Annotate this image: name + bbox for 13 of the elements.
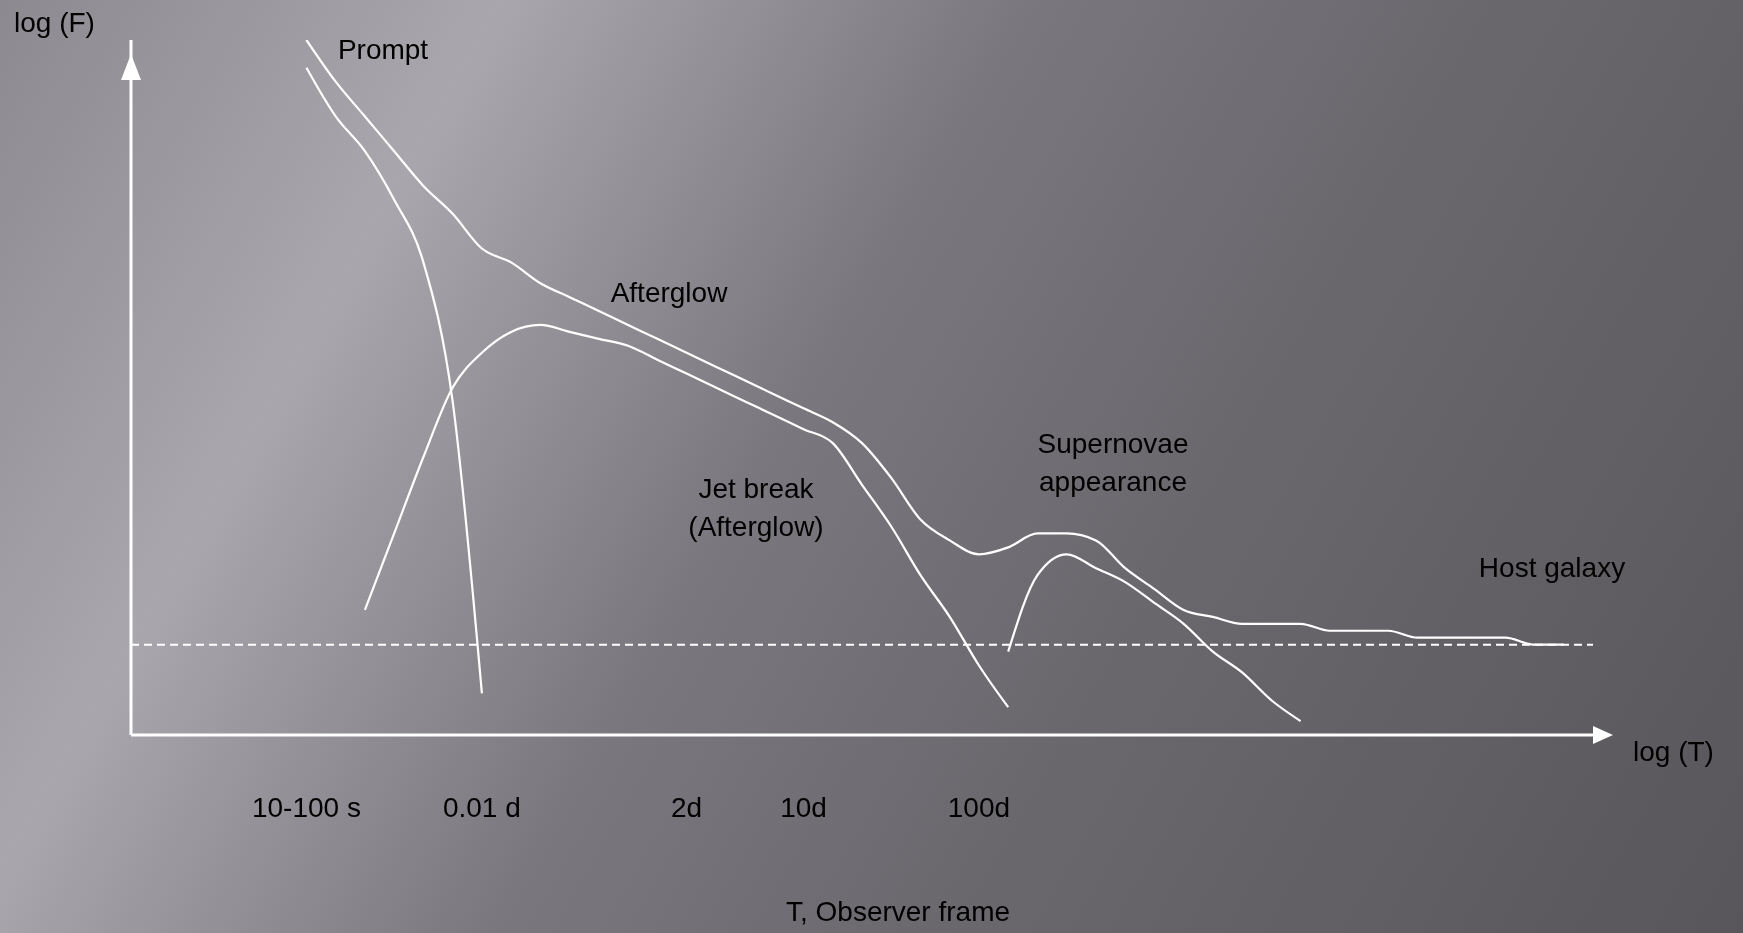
x-tick-label: 10-100 s <box>251 792 361 823</box>
x-tick-label: 10d <box>780 792 827 823</box>
annotation: Jet break (Afterglow) <box>688 473 824 543</box>
annotation: Supernovae appearance <box>1037 428 1189 498</box>
x-tick-label: 2d <box>670 792 703 823</box>
ref-line-label: Host galaxy <box>1478 551 1626 583</box>
annotation: Afterglow <box>610 277 729 309</box>
y-axis-title: log (F) <box>14 7 95 38</box>
annotation: Prompt <box>337 34 429 66</box>
x-axis-title: log (T) <box>1633 736 1714 767</box>
x-tick-label: 0.01 d <box>442 792 521 823</box>
text: T, Observer frame <box>785 896 1011 928</box>
x-tick-label: 100d <box>947 792 1011 823</box>
